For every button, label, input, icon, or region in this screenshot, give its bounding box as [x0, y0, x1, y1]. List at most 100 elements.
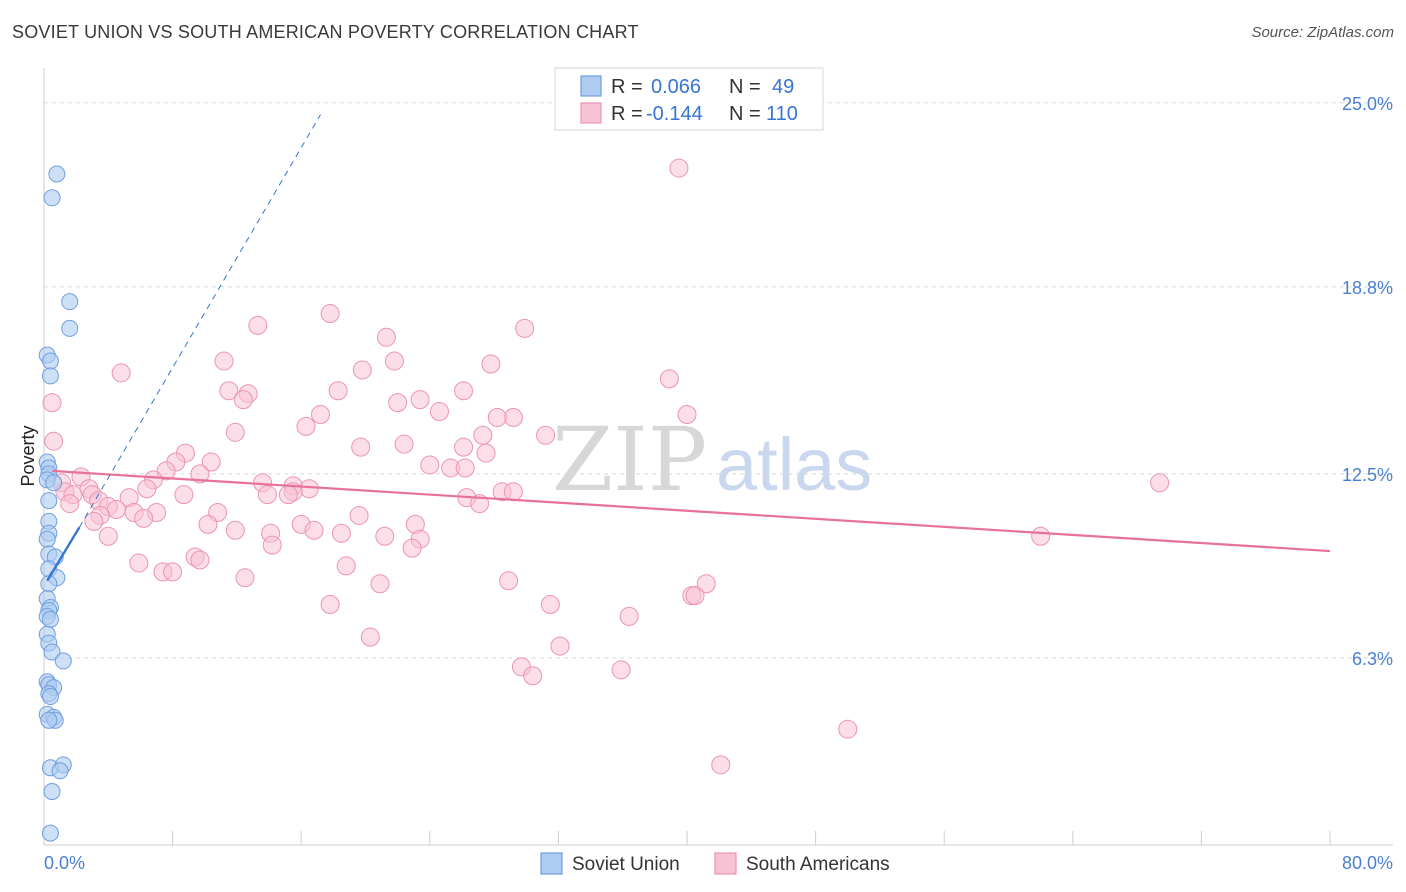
south-americans-point: [42, 393, 62, 413]
bottom-legend-swatch-south-americans: [714, 852, 737, 875]
watermark-zip: ZIP: [552, 408, 707, 511]
y-axis-title: Poverty: [18, 425, 38, 486]
south-americans-point: [257, 485, 277, 505]
south-americans-point: [198, 514, 218, 534]
soviet-union-point: [54, 652, 72, 670]
soviet-union-point: [41, 367, 59, 385]
south-americans-point: [351, 437, 371, 457]
legend-n-label-1: N =: [729, 76, 761, 98]
south-americans-point: [619, 606, 639, 626]
south-americans-point: [376, 327, 396, 347]
south-americans-point: [515, 318, 535, 338]
south-americans-point: [328, 381, 348, 401]
series-legend: Soviet Union South Americans: [540, 852, 890, 875]
south-americans-point: [454, 437, 474, 457]
soviet-union-point: [41, 688, 59, 706]
south-americans-point: [214, 351, 234, 371]
south-americans-point: [331, 523, 351, 543]
soviet-union-point: [41, 824, 59, 842]
south-americans-point: [111, 363, 131, 383]
legend-swatch-south-americans: [580, 102, 602, 124]
y-tick-label: 12.5%: [1342, 465, 1393, 485]
south-americans-point: [499, 571, 519, 591]
south-americans-point: [487, 407, 507, 427]
south-americans-point: [503, 407, 523, 427]
south-americans-point: [454, 381, 474, 401]
south-americans-point: [190, 464, 210, 484]
south-americans-point: [219, 381, 239, 401]
south-americans-point: [476, 443, 496, 463]
legend-r-label-2: R =: [611, 103, 643, 125]
legend-n-value-1: 49: [772, 76, 794, 98]
soviet-union-point: [43, 189, 61, 207]
soviet-union-points: [38, 165, 79, 842]
south-americans-point: [370, 574, 390, 594]
source-credit: Source: ZipAtlas.com: [1251, 24, 1394, 41]
soviet-union-point: [48, 165, 66, 183]
correlation-legend: R = 0.066 N = 49 R = -0.144 N = 110: [554, 67, 824, 131]
south-americans-point: [134, 508, 154, 528]
watermark: ZIP atlas: [552, 408, 872, 511]
south-americans-point: [410, 390, 430, 410]
south-americans-point: [352, 360, 372, 380]
south-americans-point: [320, 304, 340, 324]
legend-r-value-2: -0.144: [646, 103, 703, 125]
south-americans-point: [420, 455, 440, 475]
south-americans-point: [304, 520, 324, 540]
south-americans-point: [248, 315, 268, 335]
south-americans-point: [163, 562, 183, 582]
south-americans-trend-line: [51, 469, 1331, 553]
south-americans-point: [233, 390, 253, 410]
south-americans-point: [429, 402, 449, 422]
south-americans-point: [696, 574, 716, 594]
soviet-union-point: [40, 492, 58, 510]
soviet-union-point: [41, 352, 59, 370]
soviet-union-point: [45, 474, 63, 492]
south-americans-point: [540, 595, 560, 615]
south-americans-point: [190, 550, 210, 570]
south-americans-point: [388, 393, 408, 413]
x-tick-label-max: 80.0%: [1342, 853, 1393, 873]
south-americans-point: [838, 719, 858, 739]
soviet-union-point: [43, 783, 61, 801]
soviet-union-point: [43, 643, 61, 661]
south-americans-point: [536, 425, 556, 445]
south-americans-point: [360, 627, 380, 647]
watermark-atlas: atlas: [716, 423, 872, 506]
soviet-union-trend-line: [46, 526, 81, 582]
bottom-legend-swatch-soviet-union: [540, 852, 563, 875]
south-americans-point: [669, 158, 689, 178]
x-tick-labels: 0.0% 80.0%: [44, 853, 1393, 873]
south-americans-point: [84, 511, 104, 531]
south-americans-point: [129, 553, 149, 573]
south-americans-point: [225, 520, 245, 540]
south-americans-point: [299, 479, 319, 499]
south-americans-point: [685, 586, 705, 606]
south-americans-point: [503, 482, 523, 502]
south-americans-point: [611, 660, 631, 680]
soviet-union-point: [38, 530, 56, 548]
y-tick-labels: 6.3% 12.5% 18.8% 25.0%: [1342, 94, 1393, 669]
south-americans-point: [659, 369, 679, 389]
south-americans-point: [235, 568, 255, 588]
south-americans-point: [98, 526, 118, 546]
trend-lines: [46, 114, 1331, 582]
legend-n-label-2: N =: [729, 103, 761, 125]
bottom-legend-label-soviet-union: Soviet Union: [572, 854, 680, 875]
south-americans-point: [106, 500, 126, 520]
soviet-union-point: [61, 293, 79, 311]
south-americans-point: [677, 404, 697, 424]
soviet-union-point: [51, 762, 69, 780]
y-tick-label: 25.0%: [1342, 94, 1393, 114]
south-americans-point: [394, 434, 414, 454]
soviet-union-point: [40, 711, 58, 729]
soviet-union-point: [41, 610, 59, 628]
legend-n-value-2: 110: [766, 103, 798, 125]
south-americans-point: [1031, 526, 1051, 546]
south-americans-point: [336, 556, 356, 576]
legend-r-label-1: R =: [611, 76, 643, 98]
south-americans-point: [262, 535, 282, 555]
x-tick-label-min: 0.0%: [44, 853, 85, 873]
south-americans-point: [320, 595, 340, 615]
